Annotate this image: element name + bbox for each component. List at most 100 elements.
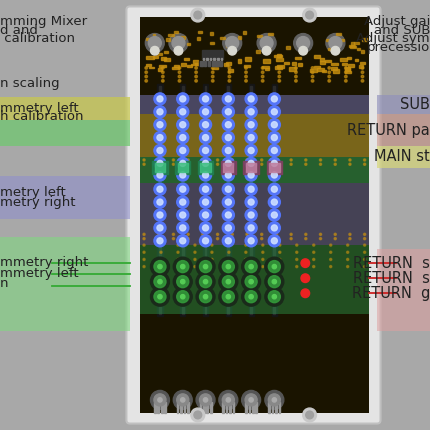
Circle shape (216, 163, 218, 165)
Circle shape (212, 75, 214, 78)
Circle shape (245, 144, 257, 157)
Bar (205, 86, 206, 314)
Circle shape (347, 244, 349, 246)
Circle shape (222, 157, 234, 169)
Circle shape (305, 233, 307, 236)
Bar (244, 64, 250, 67)
Circle shape (319, 163, 322, 165)
Circle shape (177, 93, 189, 105)
Circle shape (262, 265, 264, 267)
Bar (292, 62, 296, 65)
Text: MAIN st: MAIN st (374, 149, 430, 164)
Circle shape (295, 75, 297, 78)
Bar (156, 53, 162, 55)
Circle shape (200, 394, 212, 406)
Circle shape (157, 109, 163, 115)
Bar (140, 17, 369, 413)
Circle shape (242, 272, 261, 291)
Bar (157, 402, 159, 413)
Circle shape (222, 209, 234, 221)
Circle shape (222, 222, 234, 234)
Bar (272, 402, 273, 413)
Circle shape (157, 199, 163, 205)
Circle shape (158, 237, 160, 240)
Bar (325, 60, 332, 62)
Circle shape (169, 34, 188, 52)
Circle shape (245, 244, 247, 246)
Bar (314, 55, 320, 58)
Bar (198, 161, 213, 174)
Text: n: n (0, 277, 9, 290)
Circle shape (180, 96, 186, 102)
Circle shape (203, 186, 209, 192)
Bar (140, 95, 369, 114)
Text: d and: d and (0, 24, 38, 37)
Circle shape (158, 280, 162, 284)
Bar (140, 183, 369, 245)
Circle shape (143, 159, 145, 161)
Circle shape (222, 93, 234, 105)
Circle shape (271, 135, 277, 141)
Bar (320, 58, 324, 61)
Bar (377, 146, 430, 168)
Circle shape (177, 251, 179, 253)
Bar (140, 157, 369, 183)
Circle shape (216, 159, 218, 161)
Circle shape (226, 280, 230, 284)
Circle shape (271, 225, 277, 231)
Circle shape (364, 233, 366, 236)
Circle shape (154, 235, 166, 247)
Bar (146, 56, 154, 59)
Bar (152, 161, 168, 174)
Circle shape (248, 172, 254, 178)
Circle shape (172, 37, 185, 49)
Bar (275, 66, 283, 69)
Circle shape (246, 159, 248, 161)
Circle shape (248, 238, 254, 244)
Circle shape (246, 233, 248, 236)
Circle shape (203, 122, 209, 128)
Bar (203, 58, 204, 60)
Circle shape (303, 408, 316, 422)
Circle shape (187, 237, 189, 240)
Bar (180, 84, 185, 316)
Circle shape (223, 34, 242, 52)
Circle shape (157, 172, 163, 178)
Circle shape (187, 163, 189, 165)
Bar (178, 163, 188, 172)
Circle shape (228, 80, 230, 82)
Circle shape (216, 237, 218, 240)
Circle shape (177, 291, 189, 303)
Circle shape (349, 159, 351, 161)
Circle shape (143, 258, 145, 261)
Bar (166, 38, 169, 40)
Bar (246, 58, 251, 61)
Circle shape (219, 287, 238, 306)
Circle shape (154, 119, 166, 131)
Circle shape (200, 222, 212, 234)
Circle shape (203, 212, 209, 218)
Circle shape (278, 80, 281, 82)
Circle shape (154, 209, 166, 221)
Bar (140, 114, 369, 157)
Circle shape (177, 261, 189, 273)
Bar (279, 402, 280, 413)
Bar (226, 402, 227, 413)
Circle shape (143, 237, 145, 240)
Circle shape (158, 398, 162, 402)
Circle shape (248, 199, 254, 205)
Circle shape (294, 34, 313, 52)
Circle shape (268, 394, 280, 406)
Text: RETURN  g: RETURN g (352, 286, 430, 301)
Circle shape (203, 264, 208, 269)
Circle shape (349, 237, 351, 240)
Bar (195, 63, 200, 65)
Circle shape (203, 225, 209, 231)
Circle shape (260, 37, 273, 49)
Circle shape (245, 75, 247, 78)
Circle shape (290, 237, 292, 240)
Bar (377, 95, 430, 114)
Circle shape (180, 186, 186, 192)
Circle shape (172, 159, 175, 161)
Circle shape (195, 75, 197, 78)
